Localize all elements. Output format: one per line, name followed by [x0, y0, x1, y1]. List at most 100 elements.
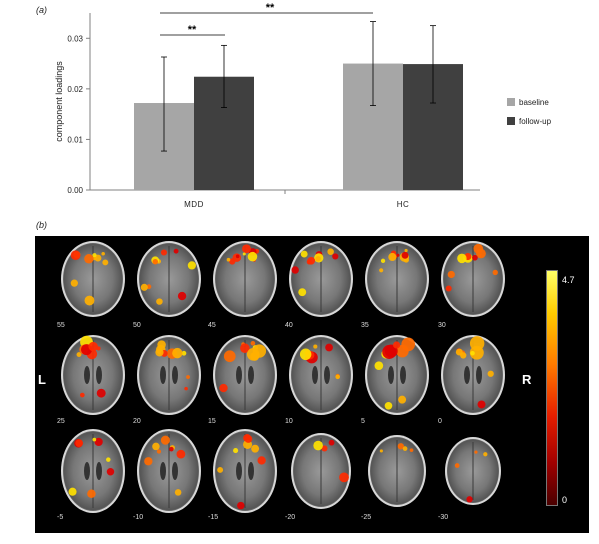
activation-blob — [392, 341, 401, 349]
activation-blob — [470, 350, 475, 356]
y-tick-label: 0.02 — [67, 85, 83, 94]
activation-blob — [445, 285, 452, 292]
activation-blob — [92, 253, 97, 258]
activation-blob — [226, 257, 231, 262]
activation-blob — [76, 352, 82, 358]
x-tick-label: HC — [397, 200, 410, 209]
activation-blob — [235, 254, 240, 259]
activation-blob — [144, 457, 153, 466]
activation-blob — [240, 343, 250, 354]
activation-blob — [469, 345, 484, 360]
activation-blob — [401, 251, 409, 259]
activation-blob — [454, 463, 460, 468]
activation-blob — [84, 295, 95, 306]
activation-blob — [388, 252, 397, 262]
panel-b-label: (b) — [36, 220, 47, 230]
left-hemisphere-label: L — [38, 372, 46, 387]
colorbar-min-label: 0 — [562, 495, 568, 505]
activation-blob — [313, 440, 323, 451]
activation-blob — [187, 261, 197, 270]
activation-blob — [79, 392, 85, 398]
activation-blob — [186, 375, 190, 379]
activation-blob — [300, 250, 308, 258]
activation-blob — [84, 254, 94, 264]
slice-label: 25 — [57, 418, 65, 425]
activation-blob — [68, 487, 77, 496]
slice-label: -5 — [57, 514, 64, 521]
slice-label: 0 — [438, 418, 442, 425]
activation-blob — [75, 439, 83, 447]
activation-blob — [70, 279, 78, 287]
activation-blob — [102, 259, 109, 266]
activation-blob — [455, 348, 463, 356]
activation-blob — [106, 457, 111, 462]
activation-blob — [402, 446, 408, 451]
activation-blob — [174, 489, 182, 496]
activation-blob — [409, 448, 414, 453]
activation-blob — [219, 383, 228, 393]
activation-blob — [152, 258, 159, 265]
activation-blob — [160, 249, 168, 256]
activation-blob — [327, 248, 334, 255]
y-axis-label: component loadings — [54, 61, 64, 142]
activation-blob — [96, 388, 106, 398]
activation-blob — [474, 450, 478, 454]
activation-blob — [177, 291, 187, 301]
activation-blob — [466, 496, 473, 503]
activation-blob — [181, 350, 187, 356]
activation-blob — [374, 361, 384, 370]
activation-blob — [335, 374, 340, 380]
slice-label: -30 — [438, 514, 449, 521]
activation-blob — [157, 340, 166, 349]
activation-blob — [156, 298, 163, 305]
activation-blob — [250, 340, 256, 346]
colorbar-max-label: 4.7 — [562, 275, 575, 285]
activation-blob — [94, 254, 102, 262]
activation-blob — [396, 344, 409, 358]
legend-label: baseline — [519, 98, 549, 107]
activation-blob — [87, 489, 96, 498]
activation-blob — [492, 269, 498, 276]
activation-blob — [339, 472, 349, 483]
x-tick-label: MDD — [184, 200, 204, 209]
y-tick-label: 0.00 — [67, 186, 83, 195]
slice-label: -20 — [285, 514, 296, 521]
activation-blob — [299, 348, 312, 361]
y-tick-label: 0.03 — [67, 34, 83, 43]
activation-blob — [332, 253, 339, 260]
slice-label: 35 — [361, 322, 369, 329]
legend-label: follow-up — [519, 117, 552, 126]
activation-blob — [476, 248, 486, 259]
activation-blob — [398, 395, 407, 404]
activation-blob — [160, 435, 170, 445]
activation-blob — [242, 252, 246, 256]
activation-blob — [101, 251, 105, 256]
activation-blob — [328, 439, 335, 446]
activation-blob — [176, 449, 186, 459]
activation-blob — [325, 343, 333, 352]
brain-map-panel: L R 4.7 0 55 50 45 40 35 30 25 20 15 10 … — [35, 236, 589, 533]
activation-blob — [257, 456, 266, 465]
activation-blob — [313, 344, 318, 349]
activation-blob — [247, 251, 258, 262]
slice-label: 20 — [133, 418, 141, 425]
activation-blob — [321, 445, 328, 452]
activation-blob — [457, 253, 467, 264]
activation-blob — [315, 256, 321, 262]
colorbar — [546, 270, 558, 506]
activation-blob — [379, 268, 384, 273]
activation-blob — [152, 442, 160, 451]
activation-blob — [156, 449, 162, 454]
slice-label: 50 — [133, 322, 141, 329]
activation-blob — [140, 283, 148, 291]
activation-blob — [396, 253, 400, 257]
significance-annotation: ** — [188, 24, 197, 36]
legend-swatch — [507, 117, 515, 125]
activation-blob — [472, 254, 478, 261]
activation-blob — [70, 250, 81, 261]
activation-blob — [242, 244, 251, 254]
significance-annotation: ** — [266, 2, 275, 14]
activation-blob — [217, 466, 224, 473]
activation-blob — [106, 468, 115, 476]
brain-slices — [61, 241, 505, 513]
